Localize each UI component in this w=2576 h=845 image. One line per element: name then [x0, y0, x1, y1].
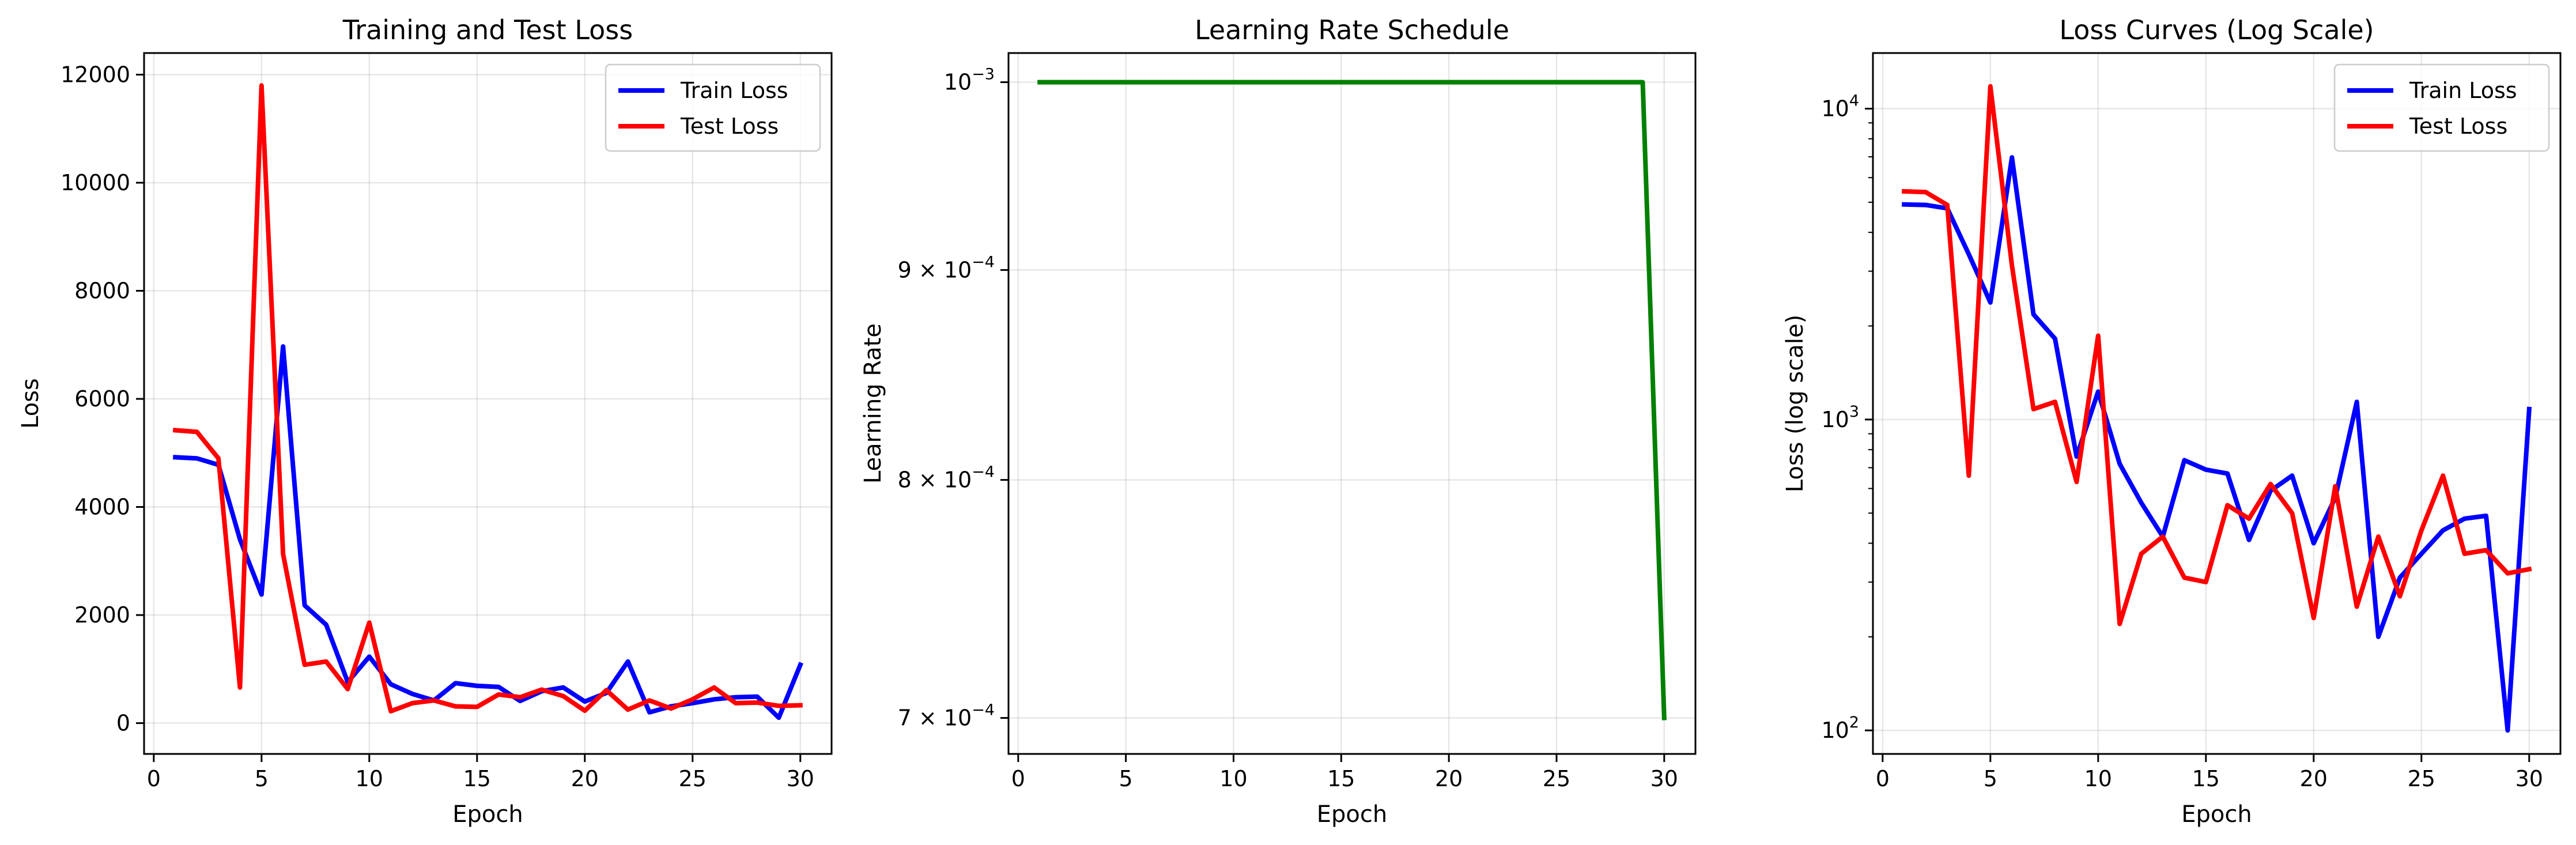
legend-box — [2333, 63, 2550, 152]
chart-title: Training and Test Loss — [342, 14, 633, 46]
x-tick-label: 25 — [2408, 766, 2435, 791]
chart-title: Loss Curves (Log Scale) — [2059, 14, 2374, 46]
legend: Train Loss Test Loss — [2333, 63, 2550, 152]
x-tick-label: 0 — [1011, 766, 1025, 791]
x-tick-label: 20 — [1435, 766, 1463, 791]
x-axis-label: Epoch — [452, 801, 523, 828]
legend-label: Train Loss — [2409, 78, 2517, 103]
x-tick-label: 30 — [2515, 766, 2543, 791]
y-tick-label: 10000 — [61, 170, 130, 195]
x-tick-label: 20 — [2300, 766, 2328, 791]
x-tick-label: 30 — [787, 766, 814, 791]
x-tick-label: 15 — [2192, 766, 2220, 791]
chart-title: Learning Rate Schedule — [1195, 14, 1509, 46]
x-tick-label: 10 — [356, 766, 383, 791]
y-tick-label: 2000 — [74, 602, 130, 628]
axes-frame — [143, 52, 833, 755]
x-tick-label: 0 — [1876, 766, 1890, 791]
axes-frame — [1872, 52, 2562, 755]
y-tick-label: 8000 — [74, 278, 130, 304]
chart-panel-3: 0 5 10 15 20 25 30 102 103 104 Loss Curves (Log Sc… — [1782, 14, 2562, 828]
x-tick-label: 5 — [255, 766, 269, 791]
y-tick-label: 104 — [1821, 92, 1859, 122]
x-tick-label: 30 — [1650, 766, 1678, 791]
y-tick-label: 7 × 10−4 — [898, 701, 995, 731]
y-axis-label: Loss — [17, 378, 44, 429]
x-axis-label: Epoch — [1317, 801, 1387, 828]
y-tick-label: 10−3 — [944, 66, 995, 95]
x-tick-label: 15 — [463, 766, 491, 791]
x-axis-label: Epoch — [2181, 801, 2252, 828]
axes-frame — [1007, 52, 1697, 755]
x-tick-label: 15 — [1327, 766, 1355, 791]
legend-label: Test Loss — [680, 114, 779, 139]
y-tick-label: 4000 — [74, 495, 130, 520]
x-tick-label: 5 — [1984, 766, 1997, 791]
y-axis-label: Learning Rate — [860, 323, 886, 484]
y-tick-label: 9 × 10−4 — [898, 253, 995, 282]
y-tick-label: 8 × 10−4 — [898, 463, 995, 493]
series-line-train-loss — [1902, 155, 2532, 733]
legend-box — [605, 63, 821, 152]
y-tick-label: 102 — [1821, 714, 1859, 743]
series-line-train-loss — [173, 344, 804, 720]
y-tick-label: 0 — [116, 711, 130, 736]
x-tick-label: 0 — [147, 766, 161, 791]
y-axis-label: Loss (log scale) — [1782, 315, 1808, 492]
series-line-test-loss — [1902, 84, 2532, 627]
y-tick-label: 103 — [1821, 403, 1859, 432]
chart-panel-1: 0 5 10 15 20 25 30 0 2000 4000 6000 8000 10000 12000 T… — [17, 14, 833, 828]
x-tick-label: 10 — [1219, 766, 1247, 791]
x-tick-label: 5 — [1119, 766, 1133, 791]
series-line-test-loss — [172, 83, 803, 714]
y-tick-label: 12000 — [61, 62, 130, 88]
x-tick-label: 25 — [679, 766, 707, 791]
x-tick-label: 25 — [1543, 766, 1570, 791]
legend-label: Train Loss — [680, 78, 788, 103]
x-tick-label: 20 — [571, 766, 599, 791]
legend-label: Test Loss — [2409, 114, 2507, 139]
x-tick-label: 10 — [2084, 766, 2112, 791]
series-line-learning-rate — [1037, 80, 1667, 720]
y-tick-label: 6000 — [74, 386, 130, 412]
chart-panel-2: 0 5 10 15 20 25 30 7 × 10−4 8 × 10−4 9 × 10−4 10−3… — [860, 14, 1697, 828]
legend: Train Loss Test Loss — [605, 63, 821, 152]
